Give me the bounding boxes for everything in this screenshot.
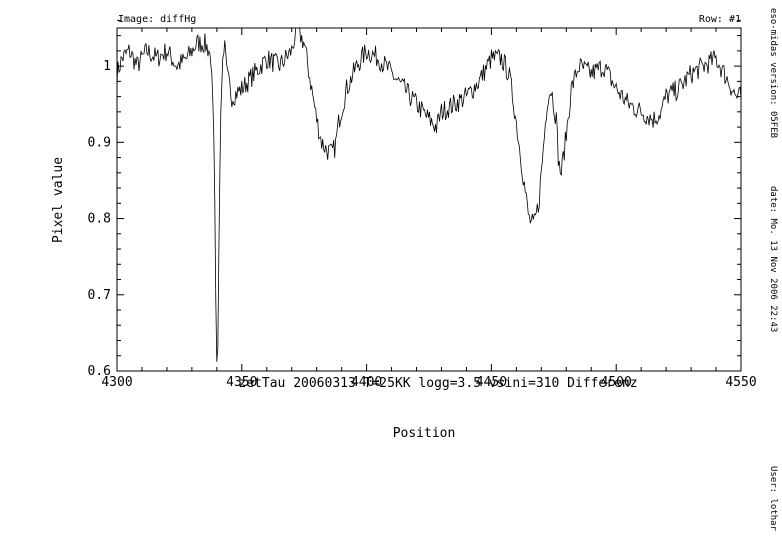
date-info: date: Mo. 13 Nov 2006 22:43: [768, 186, 778, 333]
x-axis-label: Position: [393, 426, 456, 441]
x-axis: 4300 4350 4400 4450 4500 4550: [101, 28, 757, 390]
x-tick-label: 4400: [351, 375, 382, 390]
image-label: Image: diffHg: [118, 14, 196, 25]
y-axis-label: Pixel value: [51, 157, 66, 243]
x-tick-label: 4450: [476, 375, 507, 390]
y-axis: 0.6 0.7 0.8 0.9 1: [88, 19, 741, 379]
user-info: User: lothar: [768, 466, 778, 532]
row-label: Row: #1: [699, 14, 741, 25]
x-tick-label: 4550: [725, 375, 756, 390]
x-tick-label: 4500: [601, 375, 632, 390]
y-tick-label: 0.7: [88, 288, 111, 303]
x-tick-label: 4300: [101, 375, 132, 390]
version-info: eso-midas version: 05FEB: [768, 8, 778, 139]
chart-annotation: zetTau 20060313 T=25KK logg=3.5 vsini=31…: [238, 376, 637, 391]
info-sidebar: eso-midas version: 05FEB date: Mo. 13 No…: [766, 8, 780, 538]
y-tick-label: 0.9: [88, 135, 111, 150]
x-tick-label: 4350: [226, 375, 257, 390]
y-tick-label: 1: [103, 59, 111, 74]
y-tick-label: 0.8: [88, 212, 111, 227]
y-tick-label: 0.6: [88, 364, 111, 379]
spectrum-line: [116, 27, 742, 362]
plot-frame: [116, 27, 742, 372]
